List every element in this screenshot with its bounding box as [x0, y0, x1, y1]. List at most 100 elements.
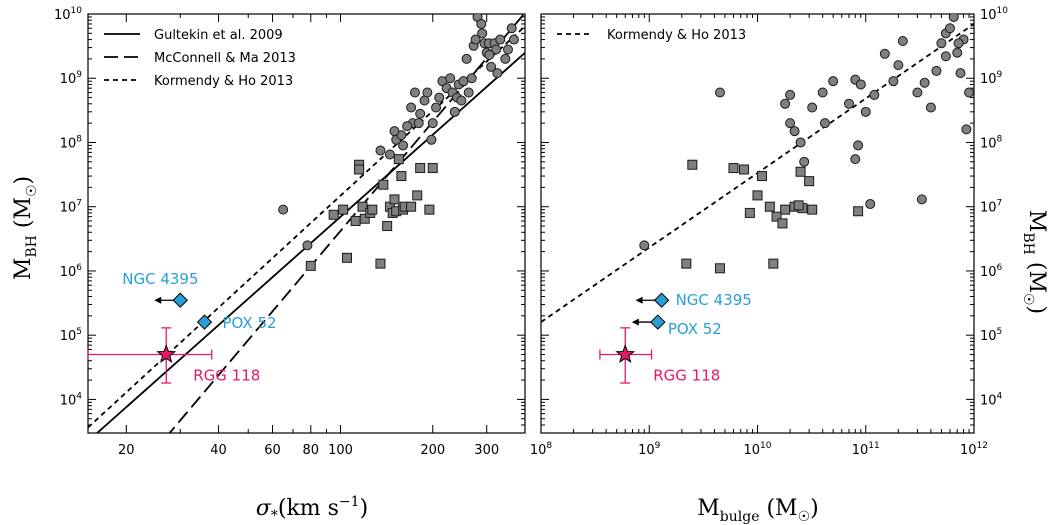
data-square [393, 154, 404, 165]
data-circle [398, 140, 409, 151]
data-square [795, 166, 806, 177]
data-circle [500, 53, 511, 64]
data-square [338, 204, 349, 215]
data-circle [785, 89, 796, 100]
y-tick-label: 104 [980, 391, 1003, 408]
data-circle [795, 137, 806, 148]
y-axis-title-left: MBH (M☉) [11, 176, 40, 280]
y-tick-label-base: 10 [60, 393, 77, 408]
data-square [424, 204, 435, 215]
data-circle [952, 47, 963, 58]
y-tick-label-exp: 10 [71, 6, 83, 16]
data-circle [491, 44, 502, 55]
data-circle [402, 121, 413, 132]
data-circle [799, 156, 810, 167]
y-tick-label: 105 [60, 327, 82, 344]
label-pox-52: POX 52 [668, 320, 722, 338]
legend: Kormendy & Ho 2013 [557, 28, 746, 43]
data-square [378, 179, 389, 190]
arrow-head-ngc-4395 [635, 296, 643, 304]
x-tick-label: 100 [328, 443, 353, 458]
data-square [357, 201, 368, 212]
data-circle [463, 87, 474, 98]
y-tick-label-base: 10 [980, 329, 997, 344]
y-tick-label-base: 10 [980, 265, 997, 280]
x-tick-label-base: 10 [852, 443, 869, 458]
x-tick-label-base: 10 [638, 443, 655, 458]
data-circle [476, 18, 487, 29]
y-tick-label: 108 [980, 134, 1003, 151]
y-tick-label: 106 [980, 263, 1003, 280]
y-tick-label-base: 10 [60, 329, 77, 344]
marker-rgg-118 [156, 344, 177, 363]
x-tick-label: 200 [420, 443, 445, 458]
x-tick-label: 60 [264, 443, 281, 458]
data-square [804, 176, 815, 187]
x-tick-label: 1012 [960, 441, 988, 458]
data-square [328, 209, 339, 220]
y-tick-label-base: 10 [980, 72, 997, 87]
marker-pox-52 [196, 314, 213, 330]
data-circle [850, 154, 861, 165]
y-tick-label: 106 [60, 263, 83, 280]
data-circle [853, 140, 864, 151]
data-square [341, 252, 352, 263]
data-circle [422, 87, 433, 98]
data-circle [426, 134, 437, 145]
x-tick-label: 108 [530, 441, 553, 458]
data-square [412, 190, 423, 201]
y-tick-label-exp: 4 [997, 391, 1003, 401]
y-tick-label: 107 [980, 199, 1002, 216]
data-circle [406, 102, 417, 113]
data-circle [953, 38, 964, 49]
y-tick-label-base: 10 [60, 136, 77, 151]
y-tick-label: 109 [980, 70, 1003, 87]
data-square [367, 204, 378, 215]
data-circle [869, 89, 880, 100]
y-tick-label: 107 [60, 199, 82, 216]
data-circle [955, 68, 966, 79]
arrow-head-pox-52 [631, 318, 639, 326]
y-tick-label-base: 10 [980, 201, 997, 216]
data-square [406, 201, 417, 212]
data-circle [948, 14, 959, 22]
data-square [777, 218, 788, 229]
y-tick-label: 104 [60, 391, 83, 408]
data-circle [919, 77, 930, 88]
data-square [771, 211, 782, 222]
fit-line-long-dash [168, 14, 525, 433]
legend-label: Kormendy & Ho 2013 [607, 28, 746, 43]
y-tick-label-base: 10 [60, 265, 77, 280]
data-circle [477, 28, 488, 39]
data-circle [413, 118, 424, 129]
data-circle [506, 23, 517, 34]
data-circle [789, 126, 800, 137]
data-circle [466, 73, 477, 84]
y-tick-label-base: 10 [980, 136, 997, 151]
data-circle [508, 34, 519, 45]
y-tick-label-base: 10 [60, 72, 77, 87]
label-ngc-4395: NGC 4395 [676, 291, 752, 309]
x-axis-title-left: σ*(km s−1) [256, 494, 368, 524]
axes-box [540, 13, 975, 434]
x-tick-label-exp: 10 [760, 441, 772, 451]
x-tick-label-exp: 12 [977, 441, 988, 451]
data-circle [302, 240, 313, 251]
data-circle [828, 76, 839, 87]
data-circle [278, 204, 289, 215]
axes-box [87, 13, 526, 434]
data-circle [461, 53, 472, 64]
data-square [780, 204, 791, 215]
x-tick-label-base: 10 [960, 443, 977, 458]
x-tick-label: 1011 [852, 441, 880, 458]
data-circle [843, 98, 854, 109]
data-circle [780, 98, 791, 109]
y-tick-label-exp: 7 [997, 199, 1003, 209]
label-pox-52: POX 52 [223, 314, 277, 332]
x-tick-label: 109 [638, 441, 661, 458]
data-circle [944, 23, 955, 34]
label-ngc-4395: NGC 4395 [122, 270, 198, 288]
data-circle [893, 60, 904, 71]
